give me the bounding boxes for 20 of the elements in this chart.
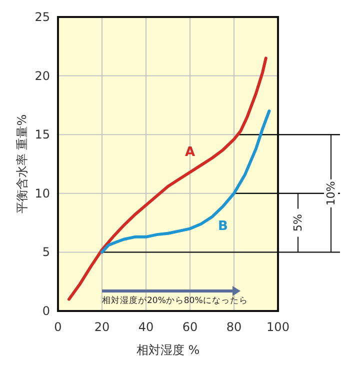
y-tick-label: 15 xyxy=(34,128,50,142)
x-axis-title: 相対湿度 % xyxy=(136,343,200,357)
text: 5% xyxy=(292,214,304,232)
x-tick-label: 20 xyxy=(94,320,110,334)
y-tick-label: 25 xyxy=(34,10,50,24)
series-label: A xyxy=(184,145,196,160)
x-tick-label: 80 xyxy=(226,320,242,334)
y-tick-label: 0 xyxy=(42,304,50,318)
x-tick-label: 100 xyxy=(266,320,290,334)
y-tick-label: 10 xyxy=(34,186,50,200)
x-tick-label: 0 xyxy=(54,320,62,334)
x-tick-label: 60 xyxy=(182,320,198,334)
x-tick-label: 40 xyxy=(138,320,154,334)
y-tick-label: 20 xyxy=(34,68,50,83)
text: 10% xyxy=(324,181,338,206)
line-series xyxy=(100,110,271,254)
series-label: B xyxy=(218,218,228,234)
y-tick-label: 5 xyxy=(42,245,50,260)
annotation: 相対湿度が20%から80%になったら xyxy=(102,295,248,306)
y-axis-title: 平衡含水率 重量% xyxy=(15,114,29,214)
